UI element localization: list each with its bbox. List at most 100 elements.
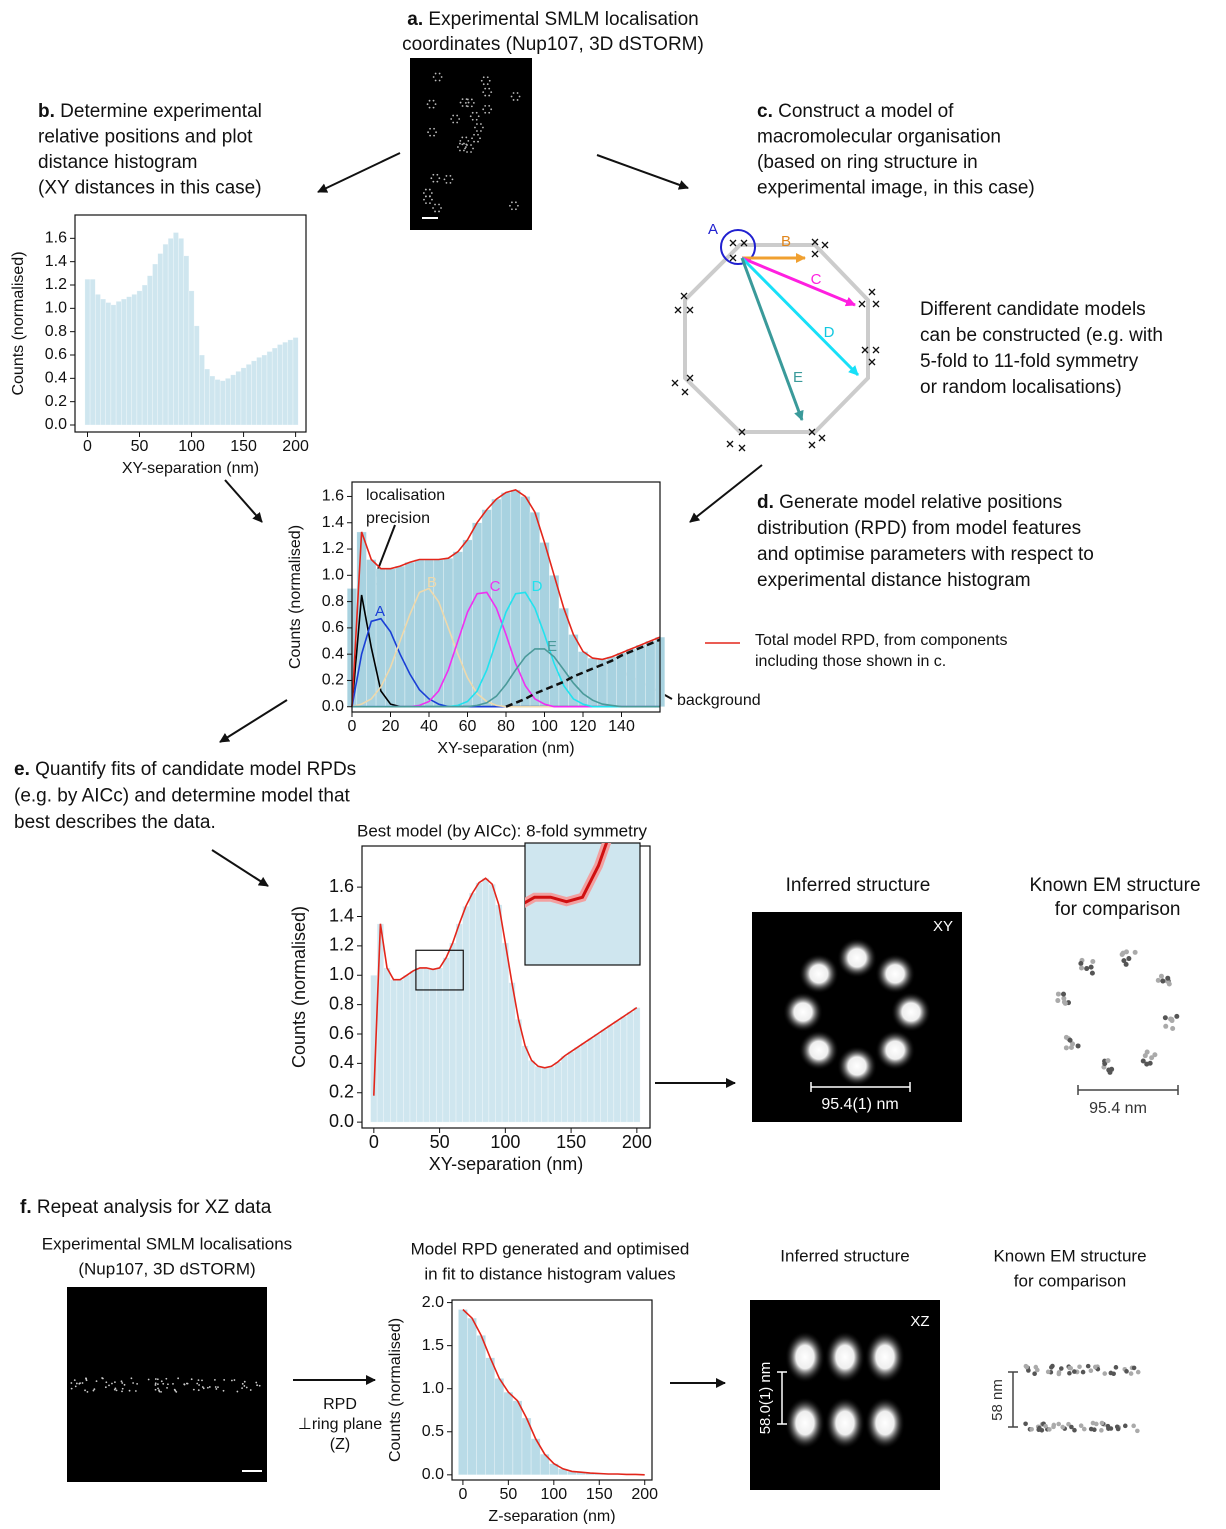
spot bbox=[425, 189, 427, 191]
histogram-bar bbox=[607, 1025, 614, 1122]
spot bbox=[517, 99, 519, 101]
spot bbox=[473, 102, 475, 104]
scale-label: 95.4 nm bbox=[1089, 1100, 1147, 1117]
blob bbox=[837, 938, 877, 978]
histogram-bar bbox=[522, 1046, 529, 1122]
histogram-bar bbox=[246, 364, 251, 425]
blob bbox=[891, 992, 931, 1032]
spot bbox=[231, 1380, 233, 1382]
x-tick-label: 150 bbox=[230, 438, 257, 455]
spot bbox=[470, 151, 472, 153]
y-tick-label: 0.4 bbox=[329, 1052, 354, 1072]
blob bbox=[865, 1397, 905, 1449]
histogram-bar bbox=[578, 652, 588, 707]
spot bbox=[482, 91, 484, 93]
panel-text: coordinates (Nup107, 3D dSTORM) bbox=[402, 34, 704, 55]
spot bbox=[429, 135, 431, 137]
spot bbox=[427, 103, 429, 105]
spot bbox=[456, 115, 458, 117]
y-tick-label: 0.6 bbox=[329, 1023, 354, 1043]
image-title: Inferred structure bbox=[780, 1246, 909, 1265]
em-atom bbox=[1032, 1371, 1037, 1376]
histogram-bar bbox=[467, 1318, 476, 1475]
caption-line: or random localisations) bbox=[920, 377, 1122, 398]
spot bbox=[105, 1386, 107, 1388]
spot bbox=[136, 1383, 138, 1385]
histogram-bar bbox=[293, 338, 298, 426]
em-atom bbox=[1089, 1427, 1094, 1432]
panel-text: f. Repeat analysis for XZ data bbox=[20, 1197, 272, 1218]
spot bbox=[157, 1378, 159, 1380]
spot bbox=[427, 131, 429, 133]
spot bbox=[463, 143, 465, 145]
em-atom bbox=[1126, 956, 1131, 961]
histogram-bar bbox=[85, 279, 90, 425]
y-tick-label: 0.5 bbox=[422, 1423, 444, 1440]
histogram-bar bbox=[548, 1066, 555, 1122]
panel-line: distribution (RPD) from model features bbox=[757, 518, 1081, 539]
spot bbox=[217, 1386, 219, 1388]
histogram-bar bbox=[634, 1008, 641, 1123]
em-atom bbox=[1056, 1422, 1061, 1427]
caption-line: can be constructed (e.g. with bbox=[920, 325, 1163, 346]
em-atom bbox=[1133, 950, 1138, 955]
em-atom bbox=[1082, 1427, 1087, 1432]
spot bbox=[116, 1389, 118, 1391]
spot bbox=[71, 1388, 73, 1390]
em-atom bbox=[1063, 1001, 1068, 1006]
spot bbox=[167, 1383, 169, 1385]
spot bbox=[484, 88, 486, 90]
spot bbox=[484, 105, 486, 107]
histogram-bar bbox=[390, 980, 397, 1122]
spot bbox=[477, 134, 479, 136]
spot bbox=[214, 1379, 216, 1381]
histogram-bar bbox=[469, 893, 476, 1122]
blob bbox=[785, 1331, 825, 1383]
x-tick-label: 0 bbox=[458, 1486, 467, 1503]
y-tick-label: 0.8 bbox=[329, 993, 354, 1013]
histogram-bar bbox=[504, 1392, 513, 1475]
caption-line: Known EM structure bbox=[993, 1246, 1146, 1265]
spot bbox=[467, 140, 469, 142]
inset bbox=[525, 843, 640, 965]
spot bbox=[471, 99, 473, 101]
blob bbox=[825, 1397, 865, 1449]
spot bbox=[482, 108, 484, 110]
histogram-bar bbox=[277, 345, 282, 426]
panel-letter: a. bbox=[407, 9, 423, 30]
x-marker bbox=[873, 347, 879, 353]
panel-line: (e.g. by AICc) and determine model that bbox=[14, 786, 351, 807]
spot bbox=[79, 1382, 81, 1384]
spot bbox=[459, 150, 461, 152]
spot bbox=[466, 98, 468, 100]
spot bbox=[256, 1384, 258, 1386]
y-axis-label: Counts (normalised) bbox=[387, 1318, 404, 1462]
spot bbox=[470, 115, 472, 117]
histogram-bar bbox=[384, 968, 391, 1122]
spot bbox=[209, 1386, 211, 1388]
x-marker bbox=[687, 375, 693, 381]
em-atom bbox=[1170, 1026, 1175, 1031]
vector-label: B bbox=[781, 233, 791, 250]
histogram-bar bbox=[509, 983, 516, 1123]
spot bbox=[462, 98, 464, 100]
histogram-bar bbox=[116, 301, 121, 425]
spot bbox=[124, 1384, 126, 1386]
histogram-bar bbox=[588, 1038, 595, 1122]
spot bbox=[87, 1391, 89, 1393]
spot bbox=[511, 96, 513, 98]
em-atom bbox=[1093, 1365, 1098, 1370]
histogram-bar bbox=[456, 924, 463, 1122]
spot bbox=[432, 181, 434, 183]
y-tick-label: 1.0 bbox=[422, 1380, 444, 1397]
spot bbox=[114, 1381, 116, 1383]
em-atom bbox=[1168, 1017, 1173, 1022]
panel-line: relative positions and plot bbox=[38, 127, 253, 148]
x-tick-label: 0 bbox=[83, 438, 92, 455]
x-marker bbox=[873, 301, 879, 307]
em-atom bbox=[1079, 1423, 1084, 1428]
histogram-bar bbox=[423, 968, 430, 1122]
x-tick-label: 200 bbox=[282, 438, 309, 455]
spot bbox=[158, 1391, 160, 1393]
em-atom bbox=[1046, 1370, 1051, 1375]
